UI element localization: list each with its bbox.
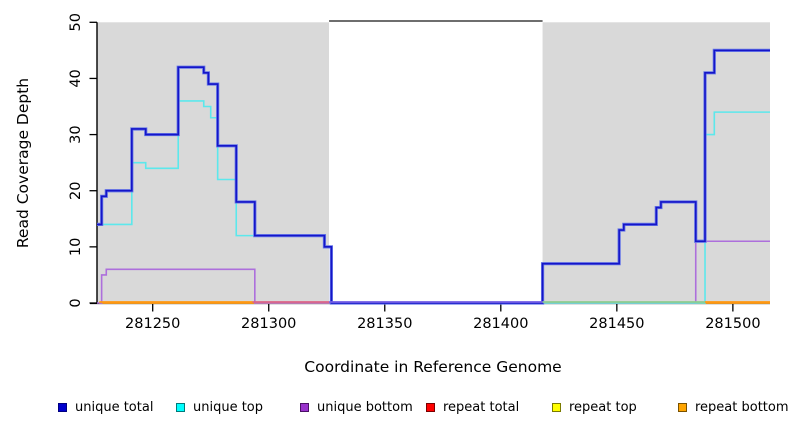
y-tick-label-50: 50 — [68, 13, 84, 31]
legend-label-repeat-total: repeat total — [443, 400, 520, 415]
x-tick-label-281350: 281350 — [357, 316, 412, 332]
plot-background-layer — [97, 20, 770, 304]
plot-series-layer — [97, 48, 770, 305]
legend-swatch-repeat-bottom-icon — [678, 403, 687, 412]
y-tick-label-0: 0 — [68, 298, 84, 307]
legend-swatch-unique-total-icon — [58, 403, 67, 412]
legend-label-repeat-top: repeat top — [569, 400, 637, 415]
legend-item-unique-bottom: unique bottom — [300, 400, 413, 415]
legend-swatch-repeat-total-icon — [426, 403, 435, 412]
legend-item-unique-top: unique top — [176, 400, 263, 415]
x-axis-title: Coordinate in Reference Genome — [304, 358, 561, 376]
y-axis-title: Read Coverage Depth — [14, 78, 32, 248]
region-gap — [329, 22, 543, 304]
y-tick-label-20: 20 — [68, 181, 84, 199]
y-tick-label-40: 40 — [68, 69, 84, 87]
legend-item-repeat-bottom: repeat bottom — [678, 400, 789, 415]
legend-label-unique-bottom: unique bottom — [317, 400, 413, 415]
x-tick-label-281500: 281500 — [705, 316, 760, 332]
y-tick-label-30: 30 — [68, 125, 84, 143]
x-tick-label-281250: 281250 — [125, 316, 180, 332]
legend-swatch-repeat-top-icon — [552, 403, 561, 412]
legend-label-unique-total: unique total — [75, 400, 154, 415]
series-unique-total-stroke1 — [97, 49, 770, 304]
legend-swatch-unique-top-icon — [176, 403, 185, 412]
legend-swatch-unique-bottom-icon — [300, 403, 309, 412]
legend-item-unique-total: unique total — [58, 400, 153, 415]
chart-legend: unique total unique top unique bottom repea… — [0, 397, 792, 425]
coverage-plot-svg: 0 10 20 30 40 50 281250 281300 281350 281400 28145… — [14, 13, 770, 376]
legend-label-repeat-bottom: repeat bottom — [695, 400, 789, 415]
legend-item-repeat-top: repeat top — [552, 400, 637, 415]
x-tick-label-281400: 281400 — [473, 316, 528, 332]
region-covered-right — [542, 22, 770, 304]
legend-label-unique-top: unique top — [193, 400, 264, 415]
x-tick-label-281300: 281300 — [241, 316, 296, 332]
x-tick-label-281450: 281450 — [589, 316, 644, 332]
series-unique-bottom — [97, 240, 770, 304]
y-tick-label-10: 10 — [68, 238, 84, 256]
series-unique-top — [97, 100, 770, 304]
legend-item-repeat-total: repeat total — [426, 400, 519, 415]
